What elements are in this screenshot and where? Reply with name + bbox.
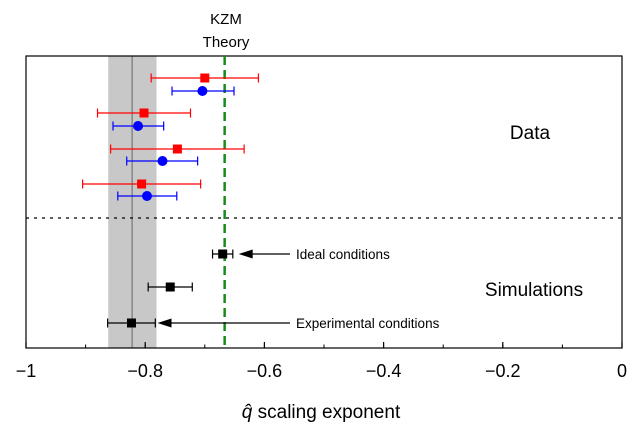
- data-point: [82, 179, 202, 189]
- x-axis-label-symbol: q̂: [242, 402, 253, 423]
- square-marker: [126, 318, 136, 328]
- data-point: [211, 249, 234, 259]
- data-point: [171, 86, 235, 96]
- circle-marker: [141, 191, 152, 201]
- data-point: [110, 144, 245, 154]
- circle-marker: [133, 121, 144, 131]
- square-marker: [137, 179, 147, 189]
- x-tick-label: −0.2: [485, 361, 521, 381]
- x-tick-label: 0: [617, 361, 627, 381]
- data-point: [150, 73, 260, 83]
- data-point: [107, 318, 156, 328]
- annotation-experimental-conditions: Experimental conditions: [296, 316, 440, 331]
- square-marker: [218, 249, 228, 259]
- data-section-label: Data: [510, 123, 551, 144]
- circle-marker: [157, 156, 168, 166]
- x-axis: −1 −0.8 −0.6 −0.4 −0.2 0: [16, 342, 627, 381]
- square-marker: [200, 73, 210, 83]
- annotation-ideal-conditions: Ideal conditions: [296, 247, 390, 262]
- square-marker: [165, 282, 175, 292]
- x-axis-label: q̂ scaling exponent: [242, 402, 401, 423]
- x-tick-label: −0.4: [366, 361, 402, 381]
- data-point: [96, 108, 192, 118]
- simulations-section-label: Simulations: [485, 280, 583, 301]
- square-marker: [139, 108, 149, 118]
- circle-marker: [197, 86, 208, 96]
- data-marks: [82, 73, 260, 328]
- data-point: [117, 191, 178, 201]
- annotation-ideal-arrowhead: [238, 249, 253, 259]
- x-tick-label: −0.8: [127, 361, 163, 381]
- square-marker: [172, 144, 182, 154]
- x-tick-label: −1: [16, 361, 37, 381]
- annotation-experimental-arrowhead: [157, 318, 172, 328]
- data-point: [112, 121, 165, 131]
- theory-label-line1: KZM: [210, 11, 242, 28]
- data-point: [126, 156, 199, 166]
- data-point: [147, 282, 193, 292]
- theory-label-line2: Theory: [203, 34, 250, 51]
- x-tick-label: −0.6: [247, 361, 283, 381]
- x-axis-label-text: scaling exponent: [252, 402, 401, 423]
